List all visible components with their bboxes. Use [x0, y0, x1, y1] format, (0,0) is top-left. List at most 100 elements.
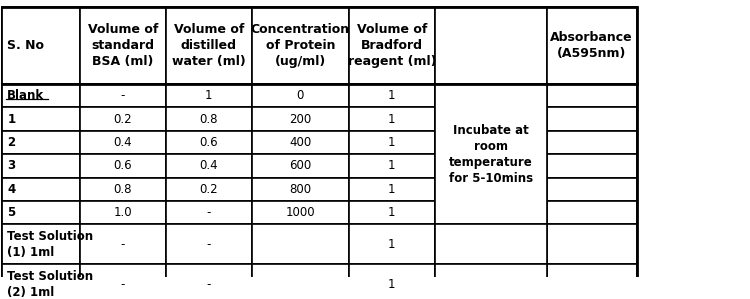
Text: 1: 1: [388, 159, 395, 173]
Text: -: -: [121, 278, 125, 291]
Bar: [435, 107, 547, 131]
Text: 4: 4: [8, 183, 16, 196]
Text: 400: 400: [290, 136, 311, 149]
Bar: [349, 201, 435, 225]
Text: 0.4: 0.4: [200, 159, 218, 173]
Bar: [252, 264, 349, 299]
Bar: [349, 107, 435, 131]
Bar: [435, 264, 547, 299]
Text: 1.0: 1.0: [113, 206, 132, 219]
Text: 200: 200: [290, 113, 311, 126]
Text: Blank: Blank: [8, 89, 44, 102]
Text: Incubate at
room
temperature
for 5-10mins: Incubate at room temperature for 5-10min…: [448, 124, 533, 185]
Bar: [252, 225, 349, 264]
Text: 1: 1: [388, 206, 395, 219]
Bar: [547, 264, 637, 299]
Text: 3: 3: [8, 159, 16, 173]
Text: 0.8: 0.8: [113, 183, 132, 196]
Text: 1000: 1000: [286, 206, 315, 219]
Bar: [80, 264, 166, 299]
Bar: [435, 178, 547, 201]
Text: 1: 1: [388, 238, 395, 251]
Bar: [80, 178, 166, 201]
Text: Concentration
of Protein
(ug/ml): Concentration of Protein (ug/ml): [251, 23, 350, 68]
Text: S. No: S. No: [8, 39, 44, 52]
Bar: [2, 264, 80, 299]
Text: -: -: [206, 206, 211, 219]
Bar: [2, 7, 637, 299]
Text: Test Solution
(1) 1ml: Test Solution (1) 1ml: [8, 230, 94, 259]
Bar: [166, 7, 252, 84]
Bar: [252, 178, 349, 201]
Bar: [349, 264, 435, 299]
Bar: [435, 84, 547, 107]
Bar: [349, 131, 435, 154]
Text: 1: 1: [388, 183, 395, 196]
Text: 0.6: 0.6: [113, 159, 132, 173]
Text: -: -: [206, 238, 211, 251]
Text: 1: 1: [8, 113, 16, 126]
Bar: [349, 84, 435, 107]
Bar: [166, 264, 252, 299]
Bar: [166, 225, 252, 264]
Bar: [547, 131, 637, 154]
Bar: [80, 154, 166, 178]
Text: Absorbance
(A595nm): Absorbance (A595nm): [550, 31, 633, 60]
Bar: [547, 201, 637, 225]
Text: Volume of
standard
BSA (ml): Volume of standard BSA (ml): [88, 23, 158, 68]
Bar: [435, 84, 547, 225]
Bar: [547, 84, 637, 107]
Bar: [2, 107, 80, 131]
Bar: [435, 225, 547, 264]
Text: 0.2: 0.2: [113, 113, 132, 126]
Text: 800: 800: [290, 183, 311, 196]
Bar: [166, 131, 252, 154]
Bar: [166, 201, 252, 225]
Bar: [166, 84, 252, 107]
Bar: [252, 201, 349, 225]
Bar: [435, 7, 547, 84]
Text: 5: 5: [8, 206, 16, 219]
Bar: [166, 107, 252, 131]
Text: 1: 1: [205, 89, 212, 102]
Bar: [435, 131, 547, 154]
Bar: [80, 84, 166, 107]
Bar: [435, 225, 547, 264]
Text: -: -: [121, 89, 125, 102]
Text: 0: 0: [296, 89, 304, 102]
Text: 0.2: 0.2: [200, 183, 218, 196]
Bar: [547, 178, 637, 201]
Bar: [349, 154, 435, 178]
Text: Volume of
distilled
water (ml): Volume of distilled water (ml): [172, 23, 245, 68]
Bar: [166, 154, 252, 178]
Text: 600: 600: [290, 159, 311, 173]
Text: 1: 1: [388, 278, 395, 291]
Bar: [2, 131, 80, 154]
Text: -: -: [206, 278, 211, 291]
Text: 0.8: 0.8: [200, 113, 218, 126]
Text: -: -: [121, 238, 125, 251]
Bar: [80, 107, 166, 131]
Bar: [349, 178, 435, 201]
Bar: [252, 154, 349, 178]
Bar: [2, 225, 80, 264]
Bar: [2, 154, 80, 178]
Bar: [547, 154, 637, 178]
Bar: [547, 225, 637, 264]
Text: Volume of
Bradford
reagent (ml): Volume of Bradford reagent (ml): [347, 23, 436, 68]
Bar: [2, 7, 80, 84]
Bar: [252, 7, 349, 84]
Text: 2: 2: [8, 136, 16, 149]
Bar: [435, 201, 547, 225]
Bar: [80, 225, 166, 264]
Bar: [252, 131, 349, 154]
Bar: [435, 154, 547, 178]
Text: 0.6: 0.6: [200, 136, 218, 149]
Bar: [435, 264, 547, 299]
Text: Test Solution
(2) 1ml: Test Solution (2) 1ml: [8, 270, 94, 299]
Bar: [2, 201, 80, 225]
Bar: [166, 178, 252, 201]
Bar: [2, 84, 80, 107]
Bar: [252, 84, 349, 107]
Bar: [349, 225, 435, 264]
